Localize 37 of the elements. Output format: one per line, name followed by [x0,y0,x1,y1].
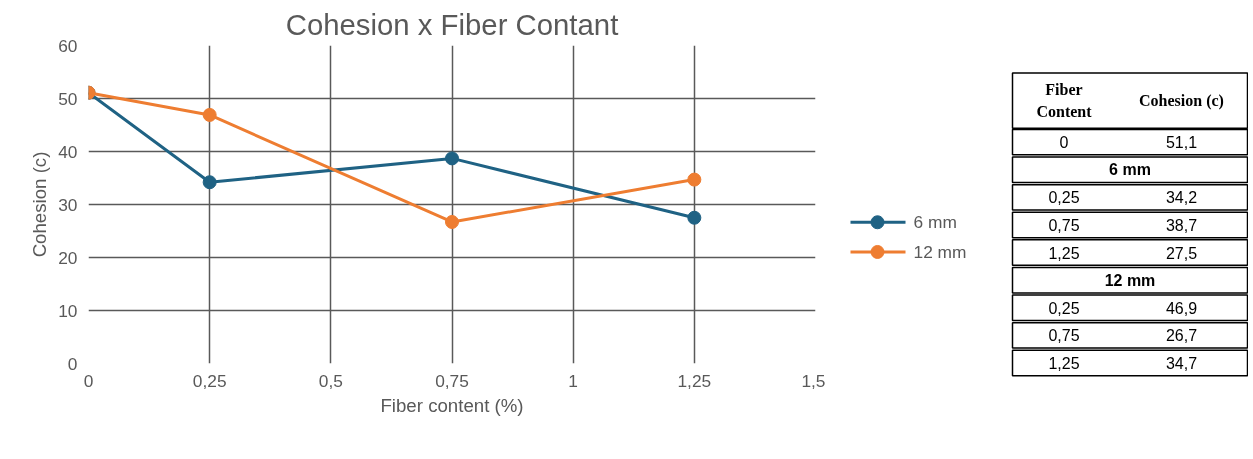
text: 0,25 [1048,299,1080,317]
text: 1,25 [1048,244,1080,262]
x-tick-label: 0 [83,370,94,391]
y-tick-label: 10 [58,300,78,321]
chart-title: Cohesion x Fiber Contant [285,7,619,41]
text: 6 mm [1109,161,1151,179]
legend-label: 12 mm [913,241,967,262]
text: 26,7 [1165,327,1198,345]
x-tick-label: 0,5 [318,370,343,391]
x-tick-label: 1 [568,370,578,391]
x-axis-title: Fiber content (%) [380,394,524,416]
y-axis-title: Cohesion (c) [29,151,51,258]
x-tick-label: 1,5 [801,370,826,391]
y-tick-label: 50 [58,88,78,109]
y-tick-label: 30 [58,194,78,215]
text: 34,2 [1165,189,1198,207]
x-tick-label: 0,75 [435,370,469,391]
text: Cohesion (c) [1139,92,1224,111]
text: 34,7 [1165,355,1198,373]
text: 12 mm [1104,271,1156,289]
text: Fiber Content [1036,81,1093,121]
x-tick-label: 0,25 [192,370,227,391]
y-tick-label: 20 [58,247,78,268]
text: 1,25 [1048,355,1080,373]
text: 27,5 [1165,244,1198,262]
y-tick-label: 40 [58,141,78,162]
text: 0,75 [1048,216,1080,234]
y-tick-label: 0 [67,353,78,374]
text: 0,75 [1048,327,1080,345]
text: 51,1 [1165,134,1198,152]
text: 0,25 [1048,189,1080,207]
x-tick-label: 1,25 [677,370,712,391]
y-tick-label: 60 [58,35,78,56]
legend-label: 6 mm [913,212,957,233]
text: 38,7 [1165,216,1198,234]
text: 0 [1059,134,1069,152]
text: 46,9 [1165,299,1198,317]
